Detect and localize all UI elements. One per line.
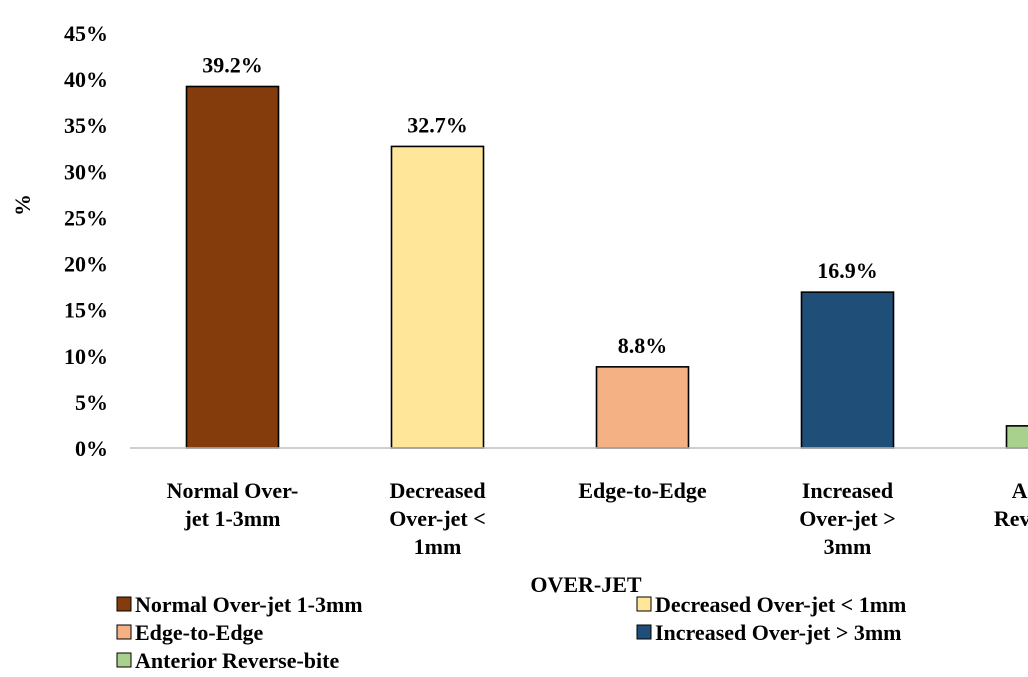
y-tick-label: 10% — [64, 344, 108, 369]
bar — [185, 85, 280, 449]
data-label: 16.9% — [817, 258, 878, 283]
category-label: Normal Over-jet 1-3mm — [167, 478, 299, 531]
data-label: 32.7% — [407, 112, 468, 137]
bar — [390, 145, 485, 449]
y-tick-label: 20% — [64, 252, 108, 277]
y-tick-label: 45% — [64, 21, 108, 46]
bar — [1005, 425, 1028, 449]
legend-entry: Increased Over-jet > 3mm — [655, 620, 902, 645]
category-labels: Normal Over-jet 1-3mm Decreased Over-jet <… — [167, 478, 1028, 559]
legend-swatch — [116, 596, 132, 612]
category-label: Increased Over-jet >3mm — [799, 478, 896, 559]
y-tick-label: 40% — [64, 67, 108, 92]
y-tick-label: 15% — [64, 298, 108, 323]
bar — [595, 366, 690, 449]
category-label: Decreased Over-jet <1mm — [389, 478, 486, 559]
y-tick-label: 30% — [64, 159, 108, 184]
bars: 39.2%32.7%8.8%16.9%2.4% — [185, 52, 1028, 449]
y-axis-title: % — [10, 194, 35, 216]
legend-entry: Decreased Over-jet < 1mm — [655, 592, 906, 617]
x-axis-title: OVER-JET — [530, 572, 642, 597]
y-tick-label: 5% — [75, 390, 108, 415]
legend-swatch — [636, 596, 652, 612]
legend-swatch — [636, 624, 652, 640]
y-tick-label: 0% — [75, 436, 108, 461]
legend-swatch — [116, 624, 132, 640]
category-label: Edge-to-Edge — [578, 478, 707, 503]
y-tick-label: 25% — [64, 205, 108, 230]
legend: Normal Over-jet 1-3mm Decreased Over-jet … — [116, 592, 906, 673]
data-label: 8.8% — [618, 333, 668, 358]
legend-entry: Normal Over-jet 1-3mm — [135, 592, 363, 617]
legend-entry: Edge-to-Edge — [135, 620, 264, 645]
data-label: 39.2% — [202, 52, 263, 77]
legend-entry: Anterior Reverse-bite — [135, 648, 339, 673]
y-tick-label: 35% — [64, 113, 108, 138]
bar — [800, 291, 895, 449]
legend-swatch — [116, 652, 132, 668]
y-axis: 0% 5% 10% 15% 20% 25% 30% 35% 40% 45% — [64, 21, 108, 461]
